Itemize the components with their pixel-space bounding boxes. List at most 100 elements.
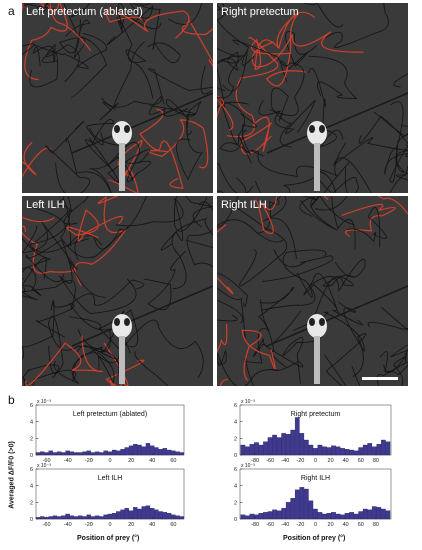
bar: [299, 487, 305, 520]
larva-body: [119, 336, 125, 384]
bar: [290, 429, 296, 456]
bar: [95, 515, 100, 520]
bar: [103, 514, 108, 520]
bar: [120, 509, 125, 520]
prey-trajectory: [22, 257, 76, 310]
prey-trajectory: [165, 98, 202, 136]
bar: [263, 441, 268, 456]
y-tick-label: 0: [30, 453, 33, 459]
bar: [40, 516, 45, 520]
bar: [344, 449, 350, 456]
bar: [353, 513, 359, 520]
bar: [154, 447, 159, 456]
bar: [349, 512, 354, 520]
bar: [272, 509, 277, 520]
prey-trajectory: [217, 299, 243, 324]
prey-trajectory: [181, 20, 213, 91]
x-tick-label: 40: [343, 458, 349, 464]
prey-trajectory: [384, 145, 408, 183]
prey-trajectory: [257, 196, 280, 234]
prey-trajectory: [171, 218, 213, 290]
prey-trajectory: [217, 101, 254, 193]
bar: [158, 449, 163, 456]
x-tick-label: 20: [328, 458, 334, 464]
bar: [56, 516, 62, 520]
y-tick-label: 4: [234, 484, 237, 490]
trace-overlay: [22, 196, 213, 386]
prey-trajectory: [41, 43, 80, 83]
bar: [254, 514, 259, 520]
bar-chart-left-pretectum: 0 2 4 6 -60 -40 -20 0 20 40 60 x 10⁻³ Left pretectum…: [30, 399, 185, 464]
tile-title: Left pretectum (ablated): [26, 6, 143, 18]
prey-trajectory: [217, 196, 285, 243]
bar: [166, 513, 172, 520]
prey-trajectory: [217, 273, 248, 339]
prey-trajectory: [376, 351, 408, 386]
x-tick-label: 40: [149, 522, 155, 528]
bar: [281, 433, 286, 456]
chart-title: Left ILH: [98, 475, 123, 482]
field-background: [217, 3, 408, 193]
larva-head: [112, 314, 132, 338]
bar: [145, 505, 151, 520]
bar-chart-left-ilh: 0 2 4 6 -60 -40 -20 0 20 40 60 x 10⁻³ Left ILH: [30, 463, 185, 528]
y-tick-label: 2: [234, 500, 237, 506]
bar: [73, 516, 79, 520]
prey-trajectory: [251, 11, 316, 71]
prey-trajectory: [308, 55, 358, 100]
y-exponent-label: x 10⁻³: [37, 399, 51, 405]
prey-trajectory: [99, 41, 145, 121]
bar: [362, 444, 368, 456]
x-tick-label: 0: [314, 522, 317, 528]
bar: [331, 512, 336, 520]
dish-edge: [266, 92, 408, 154]
bar: [90, 452, 96, 456]
prey-trajectory: [217, 350, 280, 386]
prey-trajectory: [351, 356, 406, 386]
bar: [335, 446, 341, 456]
y-tick-label: 2: [30, 500, 33, 506]
bar: [317, 512, 323, 520]
prey-trajectory: [341, 203, 396, 238]
prey-trajectory: [35, 345, 115, 385]
prey-trajectory: [22, 3, 60, 12]
prey-trajectory: [74, 196, 128, 286]
prey-trajectory: [226, 201, 288, 287]
bar: [35, 452, 41, 456]
dish-edge: [266, 285, 408, 347]
x-tick-label: 40: [343, 522, 349, 528]
bar: [281, 508, 286, 520]
prey-trajectory: [24, 3, 68, 81]
prey-trajectory: [217, 50, 248, 99]
prey-trajectory: [22, 221, 106, 298]
scale-bar: [362, 377, 398, 380]
prey-trajectory: [232, 39, 305, 117]
x-tick-label: -60: [43, 522, 51, 528]
bar-chart-right-pretectum: 0 2 4 6 -80 -60 -40 -20 0 20 40 60 80 x 10⁻³ Right pre…: [234, 399, 392, 464]
image-tile-right-pretectum: Right pretectum: [217, 3, 408, 193]
prey-trajectory: [250, 142, 347, 177]
x-tick-label: 80: [373, 522, 379, 528]
bar: [322, 446, 327, 456]
prey-trajectory: [254, 171, 337, 193]
x-tick-label: -80: [251, 458, 259, 464]
bar: [385, 441, 391, 456]
prey-trajectory: [324, 333, 367, 386]
x-tick-label: 20: [328, 522, 334, 528]
bar: [340, 514, 345, 520]
bar-chart-right-ilh: 0 2 4 6 -80 -60 -40 -20 0 20 40 60 80 x 10⁻³ Right ILH: [234, 463, 392, 528]
bar: [141, 446, 146, 456]
image-tile-left-pretectum: Left pretectum (ablated): [22, 3, 213, 193]
bar: [48, 450, 53, 456]
prey-trajectory: [168, 3, 202, 25]
prey-trajectory: [33, 32, 108, 69]
prey-trajectory: [219, 113, 257, 156]
tile-title: Left ILH: [26, 199, 65, 211]
bar: [249, 444, 255, 456]
bar: [133, 507, 138, 520]
prey-trajectory: [52, 279, 145, 308]
bar: [175, 515, 180, 520]
chart-title: Left pretectum (ablated): [73, 411, 147, 418]
bar: [245, 515, 250, 520]
x-tick-label: -20: [85, 522, 93, 528]
